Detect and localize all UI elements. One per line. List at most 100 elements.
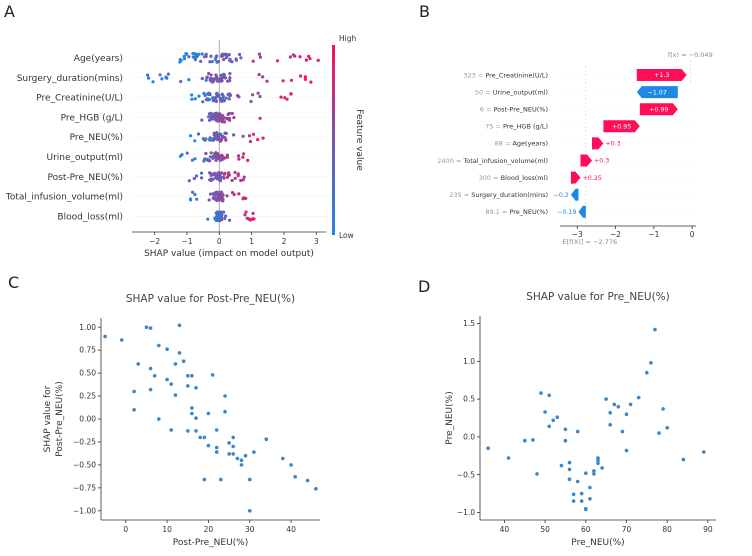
beeswarm-point: [279, 95, 283, 99]
data-point: [252, 450, 256, 454]
beeswarm-point: [147, 76, 151, 80]
waterfall-row-label: 300 = Blood_loss(ml): [479, 174, 548, 182]
data-point: [219, 477, 223, 482]
beeswarm-point: [209, 117, 213, 121]
beeswarm-point: [216, 118, 220, 122]
beeswarm-point: [251, 132, 256, 136]
data-point: [214, 450, 219, 454]
x-tick-label: 60: [581, 525, 591, 534]
data-point: [547, 393, 551, 398]
beeswarm-point: [191, 190, 195, 194]
panel-label-b: B: [419, 2, 430, 21]
data-point: [620, 429, 625, 434]
beeswarm-point: [298, 55, 302, 59]
feature-value-text: 89.1 =: [485, 208, 509, 216]
x-axis-label: Post-Pre_NEU(%): [173, 538, 248, 548]
data-point: [186, 384, 190, 388]
beeswarm-point: [258, 94, 262, 99]
data-point: [506, 456, 511, 460]
data-point: [567, 460, 572, 465]
beeswarm-point: [236, 94, 240, 98]
waterfall-bar: [580, 154, 592, 167]
beeswarm-point: [261, 136, 265, 140]
data-point: [555, 415, 560, 420]
beeswarm-point: [232, 116, 236, 120]
bar-value-label: +0.3: [605, 141, 620, 148]
waterfall-row-label: 75 = Pre_HGB (g/L): [485, 123, 548, 131]
beeswarm-point: [158, 73, 162, 77]
waterfall-row-label: 6 = Post-Pre_NEU(%): [480, 106, 548, 114]
beeswarm-point: [193, 58, 197, 62]
feature-name-text: Post-Pre_NEU(%): [493, 106, 548, 114]
beeswarm-point: [220, 134, 224, 138]
beeswarm-point: [214, 192, 218, 196]
beeswarm-point: [242, 152, 246, 156]
beeswarm-point: [225, 175, 229, 179]
beeswarm-point: [204, 137, 208, 141]
beeswarm-point: [209, 151, 213, 155]
data-point: [657, 431, 661, 435]
x-tick-label: 0: [123, 525, 128, 534]
beeswarm-point: [234, 58, 238, 62]
beeswarm-point: [218, 132, 222, 136]
beeswarm-point: [188, 197, 192, 201]
beeswarm-point: [242, 175, 246, 179]
data-point: [608, 423, 612, 427]
beeswarm-point: [211, 196, 215, 200]
beeswarm-point: [179, 58, 183, 62]
beeswarm-point: [211, 177, 215, 181]
beeswarm-point: [223, 156, 227, 160]
beeswarm-point: [223, 216, 227, 221]
feature-value-text: 6 =: [480, 106, 494, 114]
beeswarm-point: [219, 210, 223, 214]
x-tick-label: 50: [540, 525, 550, 534]
beeswarm-point: [222, 175, 226, 179]
y-axis-label-line1: SHAP value for: [43, 385, 53, 452]
beeswarm-point: [218, 78, 222, 82]
beeswarm-point: [205, 97, 209, 101]
beeswarm-point: [239, 56, 243, 60]
x-tick-label: 20: [204, 525, 214, 534]
data-point: [148, 387, 153, 392]
beeswarm-point: [208, 155, 212, 159]
beeswarm-point: [257, 52, 262, 56]
y-tick-label: 0.25: [79, 392, 96, 401]
panel-label-c: C: [8, 273, 19, 292]
beeswarm-point: [199, 59, 203, 64]
beeswarm-point: [190, 158, 194, 162]
beeswarm-point: [146, 73, 150, 77]
beeswarm-point: [214, 99, 218, 104]
beeswarm-point: [222, 172, 226, 176]
beeswarm-point: [215, 177, 219, 181]
data-point: [596, 458, 600, 463]
beeswarm-point: [193, 192, 197, 197]
beeswarm-point: [205, 75, 209, 79]
feature-name-text: Pre_HGB (g/L): [503, 123, 548, 131]
feature-value-text: 75 =: [485, 123, 503, 131]
feature-label: Urine_output(ml): [46, 153, 123, 163]
beeswarm-point: [237, 192, 241, 196]
data-point: [206, 443, 211, 448]
data-point: [227, 452, 231, 456]
waterfall-row-label: 235 = Surgery_duration(mins): [449, 191, 548, 199]
data-point: [194, 416, 198, 420]
beeswarm-point: [261, 75, 265, 79]
beeswarm-point: [236, 154, 241, 158]
bar-value-label: −1.07: [648, 89, 667, 96]
beeswarm-point: [184, 52, 188, 56]
x-tick-label: 0: [690, 230, 695, 239]
waterfall-bar: [570, 171, 581, 184]
data-point: [661, 407, 665, 411]
feature-value-text: 88 =: [495, 140, 513, 148]
waterfall-row-label: 88 = Age(years): [495, 140, 548, 148]
beeswarm-point: [182, 57, 187, 61]
bar-value-label: +0.99: [649, 106, 668, 113]
dependence-chart-pre-neu: SHAP value for Pre_NEU(%) 40 50 60 70 80 90 −1…: [445, 291, 716, 548]
beeswarm-point: [220, 54, 224, 58]
beeswarm-point: [164, 75, 168, 79]
data-point: [231, 444, 235, 449]
beeswarm-point: [220, 154, 224, 158]
beeswarm-point: [222, 210, 226, 214]
beeswarm-point: [204, 78, 208, 82]
beeswarm-point: [256, 138, 260, 142]
